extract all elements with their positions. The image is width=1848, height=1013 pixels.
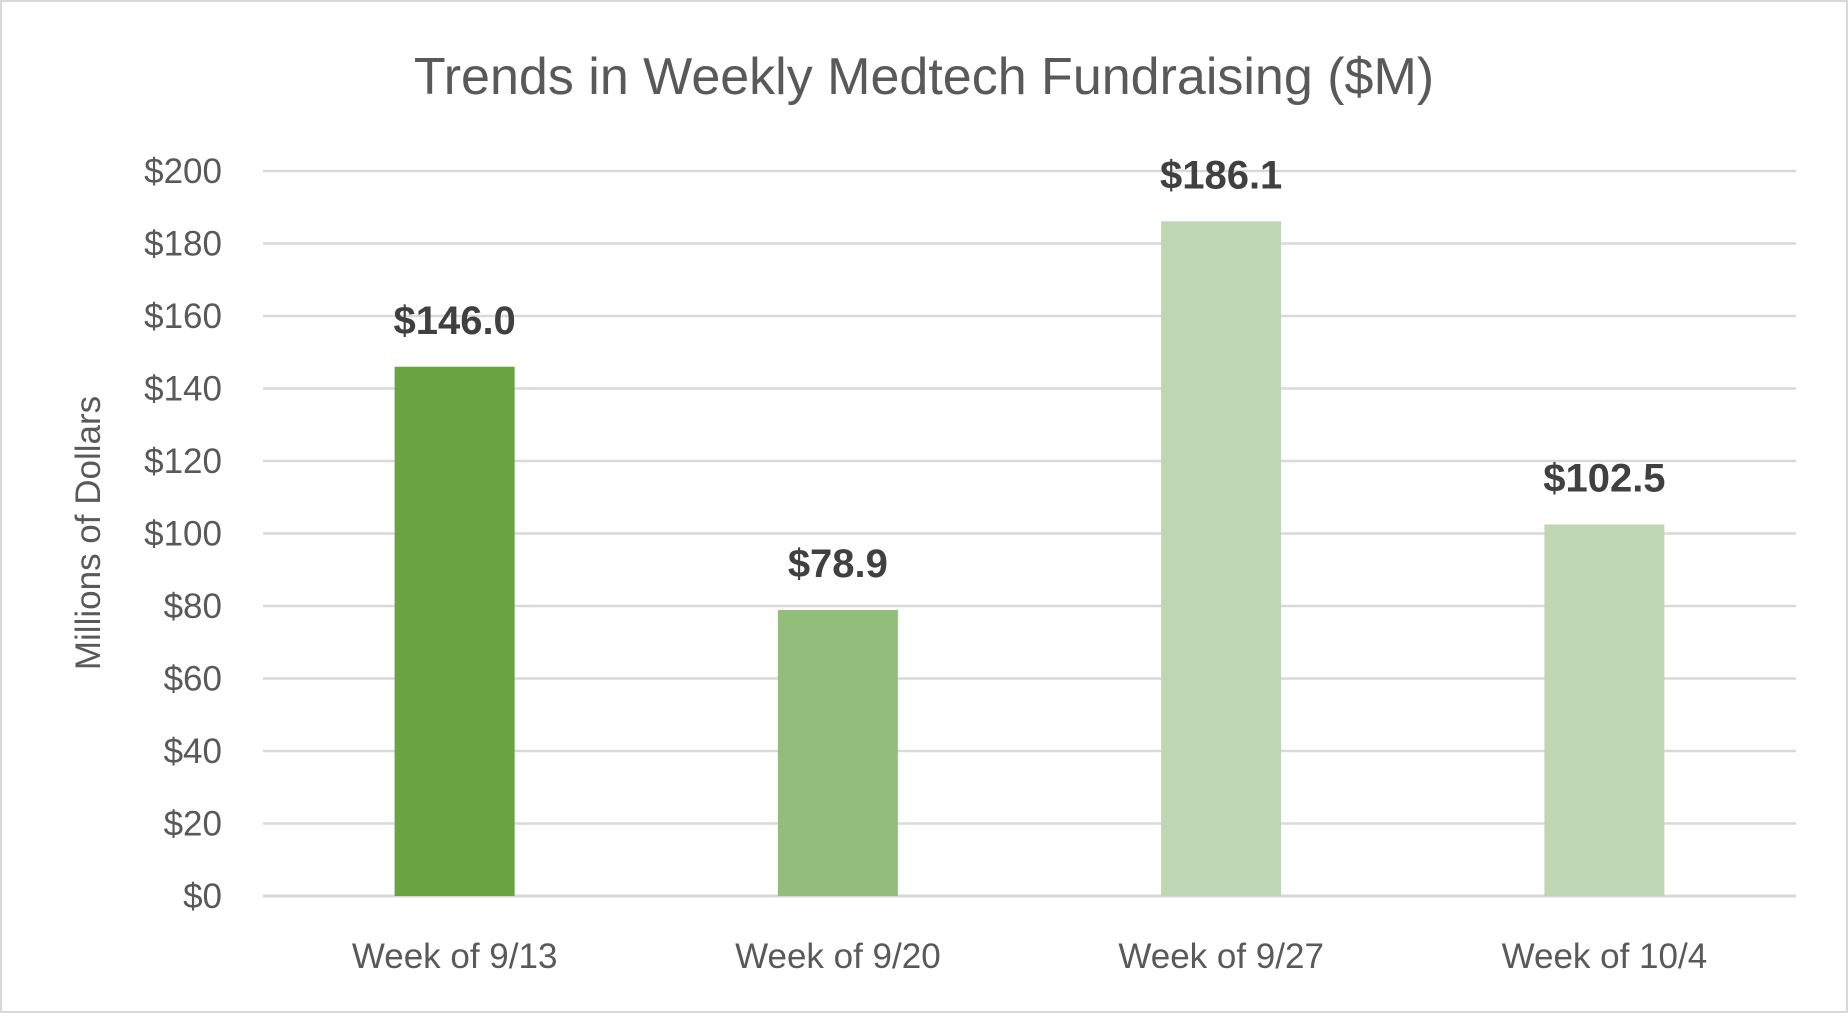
x-tick-label: Week of 9/13 (352, 937, 558, 976)
chart-title: Trends in Weekly Medtech Fundraising ($M… (414, 48, 1434, 106)
x-tick-label: Week of 9/27 (1118, 937, 1324, 976)
y-tick-label: $100 (144, 515, 222, 554)
bar (1161, 221, 1282, 896)
y-tick-label: $120 (144, 442, 222, 481)
bar (777, 609, 898, 896)
data-label: $146.0 (393, 299, 515, 343)
y-tick-label: $160 (144, 297, 222, 336)
y-tick-label: $180 (144, 225, 222, 264)
y-tick-label: $20 (164, 805, 222, 844)
data-label: $78.9 (788, 542, 888, 586)
y-tick-label: $200 (144, 152, 222, 191)
y-tick-label: $0 (183, 877, 222, 916)
x-tick-label: Week of 10/4 (1502, 937, 1708, 976)
y-tick-label: $80 (164, 587, 222, 626)
bar (1544, 524, 1665, 896)
data-label: $102.5 (1543, 456, 1665, 500)
y-tick-label: $60 (164, 660, 222, 699)
y-tick-label: $40 (164, 732, 222, 771)
x-tick-label: Week of 9/20 (735, 937, 941, 976)
data-label: $186.1 (1160, 153, 1282, 197)
bar (394, 366, 515, 896)
y-tick-label: $140 (144, 370, 222, 409)
y-axis-label: Millions of Dollars (69, 396, 108, 670)
